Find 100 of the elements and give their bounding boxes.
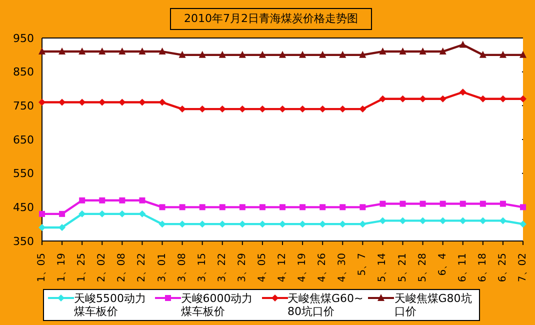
point xyxy=(419,48,426,55)
point xyxy=(520,204,526,210)
point xyxy=(439,217,446,224)
point xyxy=(178,106,186,113)
x-tick-label: 1、19 xyxy=(56,253,68,282)
x-tick-label: 5、7 xyxy=(357,253,368,276)
point xyxy=(118,210,126,218)
point xyxy=(520,220,526,228)
point xyxy=(459,40,466,48)
y-tick-label: 750 xyxy=(13,100,34,113)
point xyxy=(520,50,526,58)
point xyxy=(258,50,266,58)
point xyxy=(420,200,426,207)
point xyxy=(259,204,266,210)
point xyxy=(238,50,246,58)
point xyxy=(199,204,206,210)
point xyxy=(280,204,286,210)
point xyxy=(399,217,406,224)
point xyxy=(198,50,206,58)
y-tick-label: 650 xyxy=(13,133,34,146)
x-tick-label: 2、08 xyxy=(116,253,128,282)
x-tick-label: 5、21 xyxy=(397,253,408,282)
point xyxy=(279,106,286,113)
point xyxy=(59,210,66,217)
point xyxy=(459,88,466,96)
point xyxy=(118,98,126,106)
point xyxy=(340,204,346,210)
x-tick-label: 6、25 xyxy=(497,253,508,282)
point xyxy=(38,98,46,106)
point xyxy=(479,95,486,102)
point xyxy=(360,204,366,210)
point xyxy=(58,48,66,55)
point xyxy=(39,210,45,217)
point xyxy=(499,95,506,102)
point xyxy=(138,210,146,218)
point xyxy=(339,220,346,228)
point xyxy=(78,48,86,55)
point xyxy=(98,98,106,106)
point xyxy=(279,220,286,228)
legend-label: 天峻5500动力煤车板价 xyxy=(74,292,147,318)
point xyxy=(359,106,366,113)
point xyxy=(359,50,366,58)
point xyxy=(98,48,106,55)
x-tick-label: 2、02 xyxy=(96,253,108,282)
point xyxy=(339,106,346,113)
x-tick-label: 1、05 xyxy=(36,253,48,282)
point xyxy=(459,217,466,224)
point xyxy=(79,197,86,204)
point xyxy=(379,48,386,55)
x-tick-label: 3、08 xyxy=(176,253,188,282)
point xyxy=(138,48,146,55)
point xyxy=(38,48,46,55)
point xyxy=(158,48,166,55)
x-tick-label: 4、05 xyxy=(256,253,268,282)
point xyxy=(319,220,326,228)
point xyxy=(139,197,146,204)
x-tick-label: 5、28 xyxy=(417,253,428,282)
x-tick-label: 7、02 xyxy=(518,253,528,282)
point xyxy=(158,220,166,228)
point xyxy=(198,220,206,228)
y-tick-label: 850 xyxy=(13,66,34,79)
point xyxy=(339,50,346,58)
point xyxy=(178,220,186,228)
point xyxy=(299,50,306,58)
point xyxy=(98,210,106,218)
point xyxy=(299,220,306,228)
x-tick-label: 5、14 xyxy=(377,253,388,282)
point xyxy=(258,220,266,228)
x-tick-label: 1、25 xyxy=(76,253,88,282)
point xyxy=(419,95,426,102)
point xyxy=(78,98,86,106)
x-tick-label: 6、11 xyxy=(457,253,468,282)
point xyxy=(440,200,446,207)
point xyxy=(479,217,486,224)
point xyxy=(38,224,46,231)
point xyxy=(239,204,246,210)
x-tick-label: 2、22 xyxy=(136,253,148,282)
legend-label: 天峻焦煤G60~80坑口价 xyxy=(288,292,364,318)
point xyxy=(460,200,466,207)
x-tick-label: 4、26 xyxy=(317,253,328,282)
point xyxy=(520,95,526,102)
point xyxy=(359,220,366,228)
x-tick-label: 3、15 xyxy=(196,253,208,282)
point xyxy=(58,98,66,106)
point xyxy=(218,220,226,228)
x-tick-label: 4、19 xyxy=(297,253,308,282)
point xyxy=(499,50,506,58)
x-tick-label: 6、4 xyxy=(437,253,448,276)
point xyxy=(500,200,506,207)
point xyxy=(118,48,126,55)
x-tick-label: 4、12 xyxy=(277,253,288,282)
point xyxy=(218,106,226,113)
point xyxy=(320,204,326,210)
point xyxy=(380,200,386,207)
point xyxy=(119,197,126,204)
y-tick-label: 550 xyxy=(13,167,34,180)
point xyxy=(379,95,386,102)
point xyxy=(219,204,226,210)
point xyxy=(158,98,166,106)
point xyxy=(218,50,226,58)
